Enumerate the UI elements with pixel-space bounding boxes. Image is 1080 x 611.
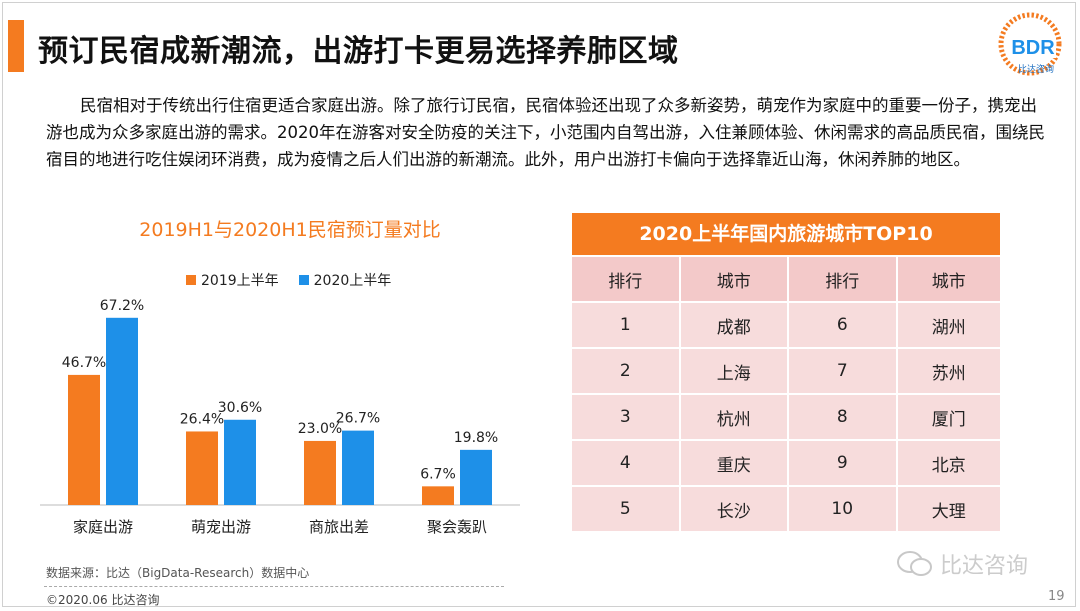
bar xyxy=(224,419,256,505)
wechat-watermark: 比达咨询 xyxy=(896,548,1028,580)
header-rank-2: 排行 xyxy=(789,257,898,301)
bar xyxy=(304,440,336,505)
city-cell: 长沙 xyxy=(680,487,789,531)
city-cell: 湖州 xyxy=(897,303,1000,347)
legend-swatch-2020 xyxy=(298,275,309,285)
header-city-2: 城市 xyxy=(897,257,1000,301)
bar-value-label: 46.7% xyxy=(62,355,106,371)
table-row: 3 杭州 8 厦门 xyxy=(572,395,1000,439)
logo-box xyxy=(1010,36,1056,58)
page-number: 19 xyxy=(1048,589,1065,604)
rank-cell: 10 xyxy=(789,487,898,531)
header-rank-1: 排行 xyxy=(572,257,681,301)
top10-grid: 排行 城市 排行 城市 1 成都 6 湖州 2 上海 7 苏州 3 杭州 8 厦… xyxy=(572,255,1000,533)
rank-cell: 6 xyxy=(789,303,898,347)
city-cell: 北京 xyxy=(897,441,1000,485)
city-cell: 苏州 xyxy=(897,349,1000,393)
bar xyxy=(106,317,138,505)
bar-value-label: 26.4% xyxy=(180,411,224,427)
table-row: 5 长沙 10 大理 xyxy=(572,487,1000,531)
category-label: 萌宠出游 xyxy=(191,518,251,536)
bar-chart: 46.7% 67.2% 家庭出游 26.4%30.6% 萌宠出游 23.0%26.7% 商旅… xyxy=(40,298,520,536)
legend-item-2020: 2020上半年 xyxy=(298,270,392,290)
bar-value-label: 67.2% xyxy=(100,298,144,314)
rank-cell: 2 xyxy=(572,349,681,393)
table-row: 4 重庆 9 北京 xyxy=(572,441,1000,485)
table-row: 1 成都 6 湖州 xyxy=(572,303,1000,347)
page-title: 预订民宿成新潮流，出游打卡更易选择养肺区域 xyxy=(38,34,679,69)
rank-cell: 1 xyxy=(572,303,681,347)
city-cell: 成都 xyxy=(680,303,789,347)
wechat-icon xyxy=(897,551,932,576)
top10-title: 2020上半年国内旅游城市TOP10 xyxy=(572,213,1000,255)
category-label: 家庭出游 xyxy=(73,518,133,536)
rank-cell: 4 xyxy=(572,441,681,485)
header-city-1: 城市 xyxy=(680,257,789,301)
table-header-row: 排行 城市 排行 城市 xyxy=(572,257,1000,301)
bar xyxy=(186,431,218,505)
bar xyxy=(342,430,374,505)
data-source: 数据来源：比达（BigData-Research）数据中心 xyxy=(46,566,310,580)
city-cell: 杭州 xyxy=(680,395,789,439)
rank-cell: 3 xyxy=(572,395,681,439)
bar-value-label: 26.7% xyxy=(336,411,380,427)
category-label: 商旅出差 xyxy=(309,518,369,536)
bar xyxy=(422,486,454,505)
city-cell: 上海 xyxy=(680,349,789,393)
rank-cell: 5 xyxy=(572,487,681,531)
legend-swatch-2019 xyxy=(186,275,196,285)
table-row: 2 上海 7 苏州 xyxy=(572,349,1000,393)
logo-text: BDR xyxy=(1011,37,1055,59)
rank-cell: 9 xyxy=(789,441,898,485)
bar-value-label: 23.0% xyxy=(298,421,342,437)
bar-value-label: 6.7% xyxy=(420,466,456,482)
legend-label-2019: 2019上半年 xyxy=(201,273,279,289)
chart-title: 2019H1与2020H1民宿预订量对比 xyxy=(139,219,441,241)
legend-label-2020: 2020上半年 xyxy=(313,273,392,289)
category-label: 聚会轰趴 xyxy=(427,518,487,536)
city-cell: 厦门 xyxy=(897,395,1000,439)
copyright-footer: ©2020.06 比达咨询 xyxy=(46,593,160,607)
footer-divider xyxy=(44,586,504,587)
top10-table: 2020上半年国内旅游城市TOP10 排行 城市 排行 城市 1 成都 6 湖州… xyxy=(572,213,1000,533)
rank-cell: 7 xyxy=(789,349,898,393)
title-accent-bar xyxy=(8,20,24,72)
bar xyxy=(68,374,100,505)
logo-subtext: 比达咨询 xyxy=(1018,63,1054,75)
rank-cell: 8 xyxy=(789,395,898,439)
bar-value-label: 19.8% xyxy=(454,430,498,446)
chart-legend: 2019上半年 2020上半年 xyxy=(186,270,391,290)
legend-item-2019: 2019上半年 xyxy=(186,270,279,290)
bar xyxy=(460,449,492,505)
watermark-text: 比达咨询 xyxy=(940,554,1029,579)
logo-ring xyxy=(998,12,1062,76)
intro-paragraph: 民宿相对于传统出行住宿更适合家庭出游。除了旅行订民宿，民宿体验还出现了众多新姿势… xyxy=(46,96,1045,169)
city-cell: 大理 xyxy=(897,487,1000,531)
bar-value-label: 30.6% xyxy=(218,400,262,416)
city-cell: 重庆 xyxy=(680,441,789,485)
bdr-logo: BDR 比达咨询 xyxy=(998,12,1062,76)
